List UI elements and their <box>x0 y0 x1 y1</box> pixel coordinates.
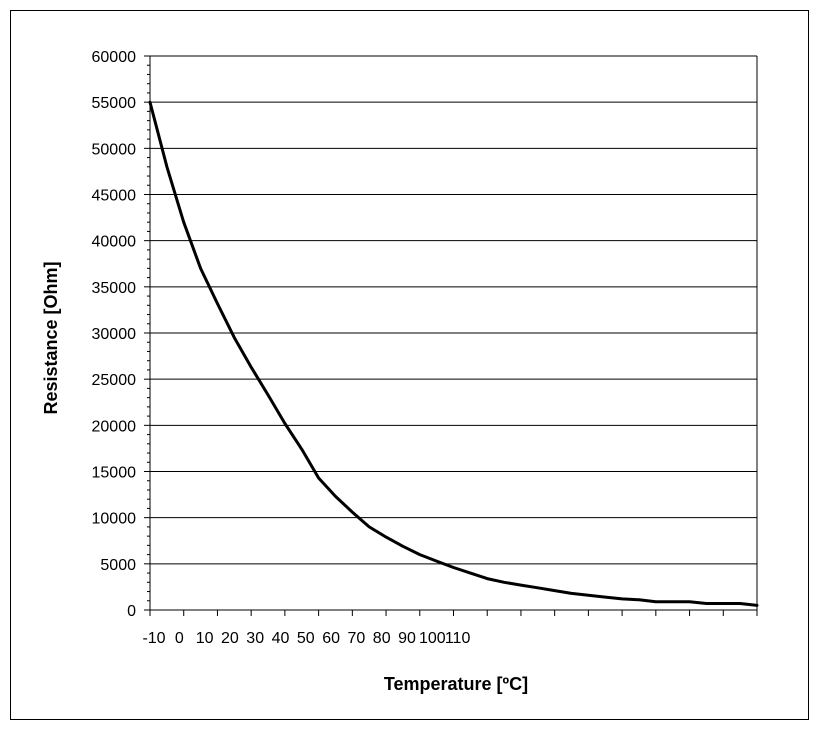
x-tick-label: 70 <box>348 630 366 647</box>
y-tick-label: 55000 <box>92 95 137 112</box>
x-tick-label: 60 <box>322 630 340 647</box>
y-tick-label: 15000 <box>92 465 137 482</box>
y-axis-ticks: 6000055000500004500040000350003000025000… <box>92 49 150 620</box>
y-tick-label: 35000 <box>92 280 137 297</box>
x-tick-label: 50 <box>297 630 315 647</box>
y-tick-label: 40000 <box>92 234 137 251</box>
y-tick-label: 50000 <box>92 141 137 158</box>
x-axis-ticks: -10 0 10 20 30 40 50 60 70 80 90 100 110 <box>142 610 758 647</box>
x-tick-label: 20 <box>221 630 239 647</box>
x-tick-label: 0 <box>175 630 184 647</box>
x-tick-label: 110 <box>445 630 471 647</box>
x-tick-label: 90 <box>398 630 416 647</box>
x-axis-title: Temperature [ºC] <box>384 674 528 694</box>
x-tick-label: 30 <box>246 630 264 647</box>
data-series <box>148 100 759 607</box>
x-tick-label: 100 <box>419 630 446 647</box>
y-axis-title: Resistance [Ohm] <box>41 261 61 414</box>
grid-lines <box>150 55 757 565</box>
y-tick-label: 0 <box>127 603 136 620</box>
y-tick-label: 20000 <box>92 418 137 435</box>
chart-frame <box>10 10 809 720</box>
y-tick-label: 25000 <box>92 372 137 389</box>
x-tick-label: -10 <box>142 630 165 647</box>
y-tick-label: 45000 <box>92 188 137 205</box>
x-tick-label: 80 <box>373 630 391 647</box>
y-tick-label: 60000 <box>92 49 137 66</box>
x-tick-label: 10 <box>196 630 214 647</box>
y-tick-label: 30000 <box>92 326 137 343</box>
y-tick-label: 10000 <box>92 511 137 528</box>
x-tick-label: 40 <box>272 630 290 647</box>
series-line <box>148 100 759 607</box>
y-tick-label: 5000 <box>100 557 136 574</box>
